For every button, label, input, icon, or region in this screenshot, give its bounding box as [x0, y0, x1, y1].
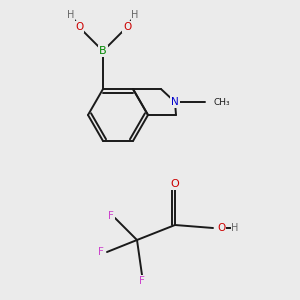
Text: H: H: [231, 223, 239, 233]
Text: O: O: [75, 22, 83, 32]
Text: F: F: [139, 276, 145, 286]
Text: H: H: [131, 10, 139, 20]
Text: O: O: [217, 223, 225, 233]
Text: O: O: [123, 22, 131, 32]
Text: CH₃: CH₃: [213, 98, 230, 106]
Text: O: O: [171, 179, 179, 189]
Text: F: F: [98, 247, 104, 257]
Text: B: B: [99, 46, 107, 56]
Text: H: H: [67, 10, 75, 20]
Text: N: N: [171, 97, 179, 107]
Text: F: F: [108, 211, 114, 221]
